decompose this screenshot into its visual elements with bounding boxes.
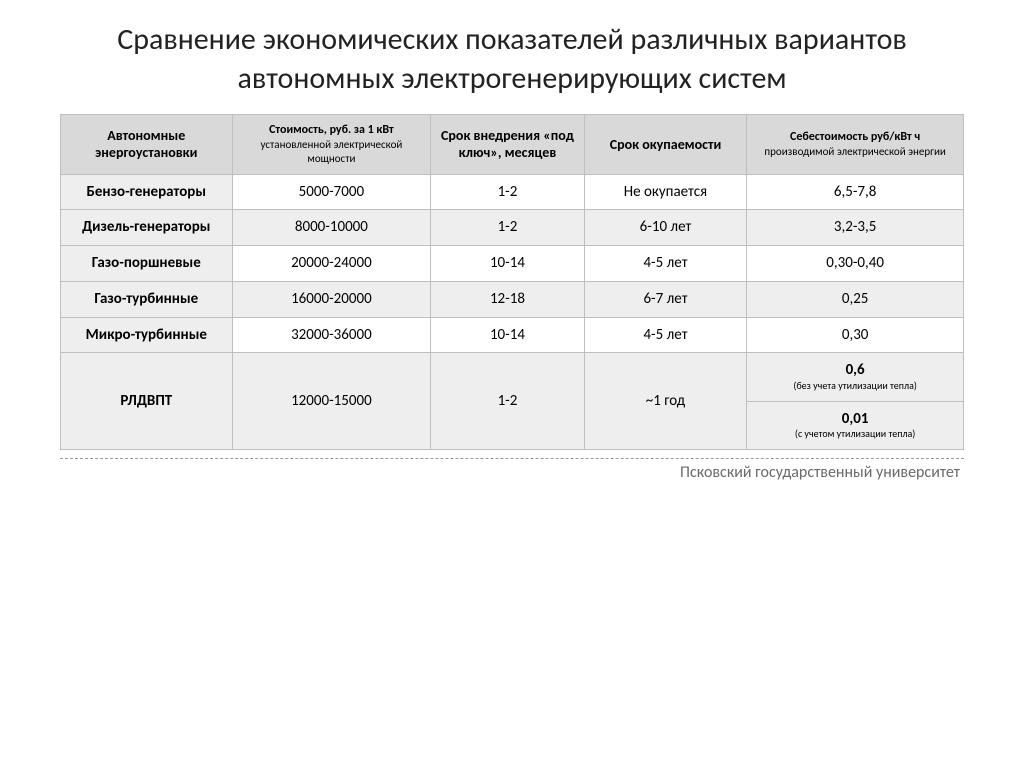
row-payback: 6-10 лет (584, 210, 747, 246)
col-header-unitcost: Себестоимость руб/кВт ч производимой эле… (747, 115, 964, 175)
footer-divider (60, 458, 964, 459)
row-cost: 12000-15000 (232, 353, 431, 450)
row-unitcost: 0,30 (747, 317, 964, 353)
row-unitcost: 6,5-7,8 (747, 174, 964, 210)
col-header-impl: Срок внедрения «под ключ», месяцев (431, 115, 585, 175)
footer-text: Псковский государственный университет (60, 463, 964, 482)
row-name: Микро-турбинные (61, 317, 233, 353)
col-header-name: Автономные энергоустановки (61, 115, 233, 175)
col-header-unitcost-label: Себестоимость руб/кВт ч (790, 130, 920, 144)
row-payback: Не окупается (584, 174, 747, 210)
table-row: Бензо-генераторы5000-70001-2Не окупается… (61, 174, 964, 210)
row-cost: 20000-24000 (232, 246, 431, 282)
row-impl: 10-14 (431, 246, 585, 282)
col-header-cost-sub: установленной электрической мощности (239, 138, 425, 166)
row-cost: 32000-36000 (232, 317, 431, 353)
row-impl: 1-2 (431, 353, 585, 450)
row-name: Бензо-генераторы (61, 174, 233, 210)
row-unitcost-a: 0,6(без учета утилизации тепла) (747, 353, 964, 401)
row-payback: 4-5 лет (584, 246, 747, 282)
row-name: РЛДВПТ (61, 353, 233, 450)
table-row: Газо-поршневые20000-2400010-144-5 лет0,3… (61, 246, 964, 282)
table-row: Микро-турбинные32000-3600010-144-5 лет0,… (61, 317, 964, 353)
row-unitcost: 0,25 (747, 281, 964, 317)
col-header-unitcost-sub: производимой электрической энергии (753, 145, 957, 159)
table-row: Дизель-генераторы8000-100001-26-10 лет3,… (61, 210, 964, 246)
row-impl: 1-2 (431, 174, 585, 210)
row-payback: 6-7 лет (584, 281, 747, 317)
row-cost: 5000-7000 (232, 174, 431, 210)
row-payback: ~1 год (584, 353, 747, 450)
col-header-cost-label: Стоимость, руб. за 1 кВт (269, 123, 394, 137)
row-cost: 16000-20000 (232, 281, 431, 317)
row-cost: 8000-10000 (232, 210, 431, 246)
row-name: Дизель-генераторы (61, 210, 233, 246)
row-name: Газо-турбинные (61, 281, 233, 317)
table-row: Газо-турбинные16000-2000012-186-7 лет0,2… (61, 281, 964, 317)
table-header-row: Автономные энергоустановки Стоимость, ру… (61, 115, 964, 175)
row-name: Газо-поршневые (61, 246, 233, 282)
table-body: Бензо-генераторы5000-70001-2Не окупается… (61, 174, 964, 449)
row-unitcost-b: 0,01(с учетом утилизации тепла) (747, 401, 964, 449)
row-impl: 12-18 (431, 281, 585, 317)
row-impl: 1-2 (431, 210, 585, 246)
row-unitcost: 3,2-3,5 (747, 210, 964, 246)
col-header-payback: Срок окупаемости (584, 115, 747, 175)
row-impl: 10-14 (431, 317, 585, 353)
comparison-table: Автономные энергоустановки Стоимость, ру… (60, 114, 964, 450)
col-header-cost: Стоимость, руб. за 1 кВт установленной э… (232, 115, 431, 175)
row-unitcost: 0,30-0,40 (747, 246, 964, 282)
table-row: РЛДВПТ12000-150001-2~1 год0,6(без учета … (61, 353, 964, 401)
page-title: Сравнение экономических показателей разл… (60, 20, 964, 98)
row-payback: 4-5 лет (584, 317, 747, 353)
